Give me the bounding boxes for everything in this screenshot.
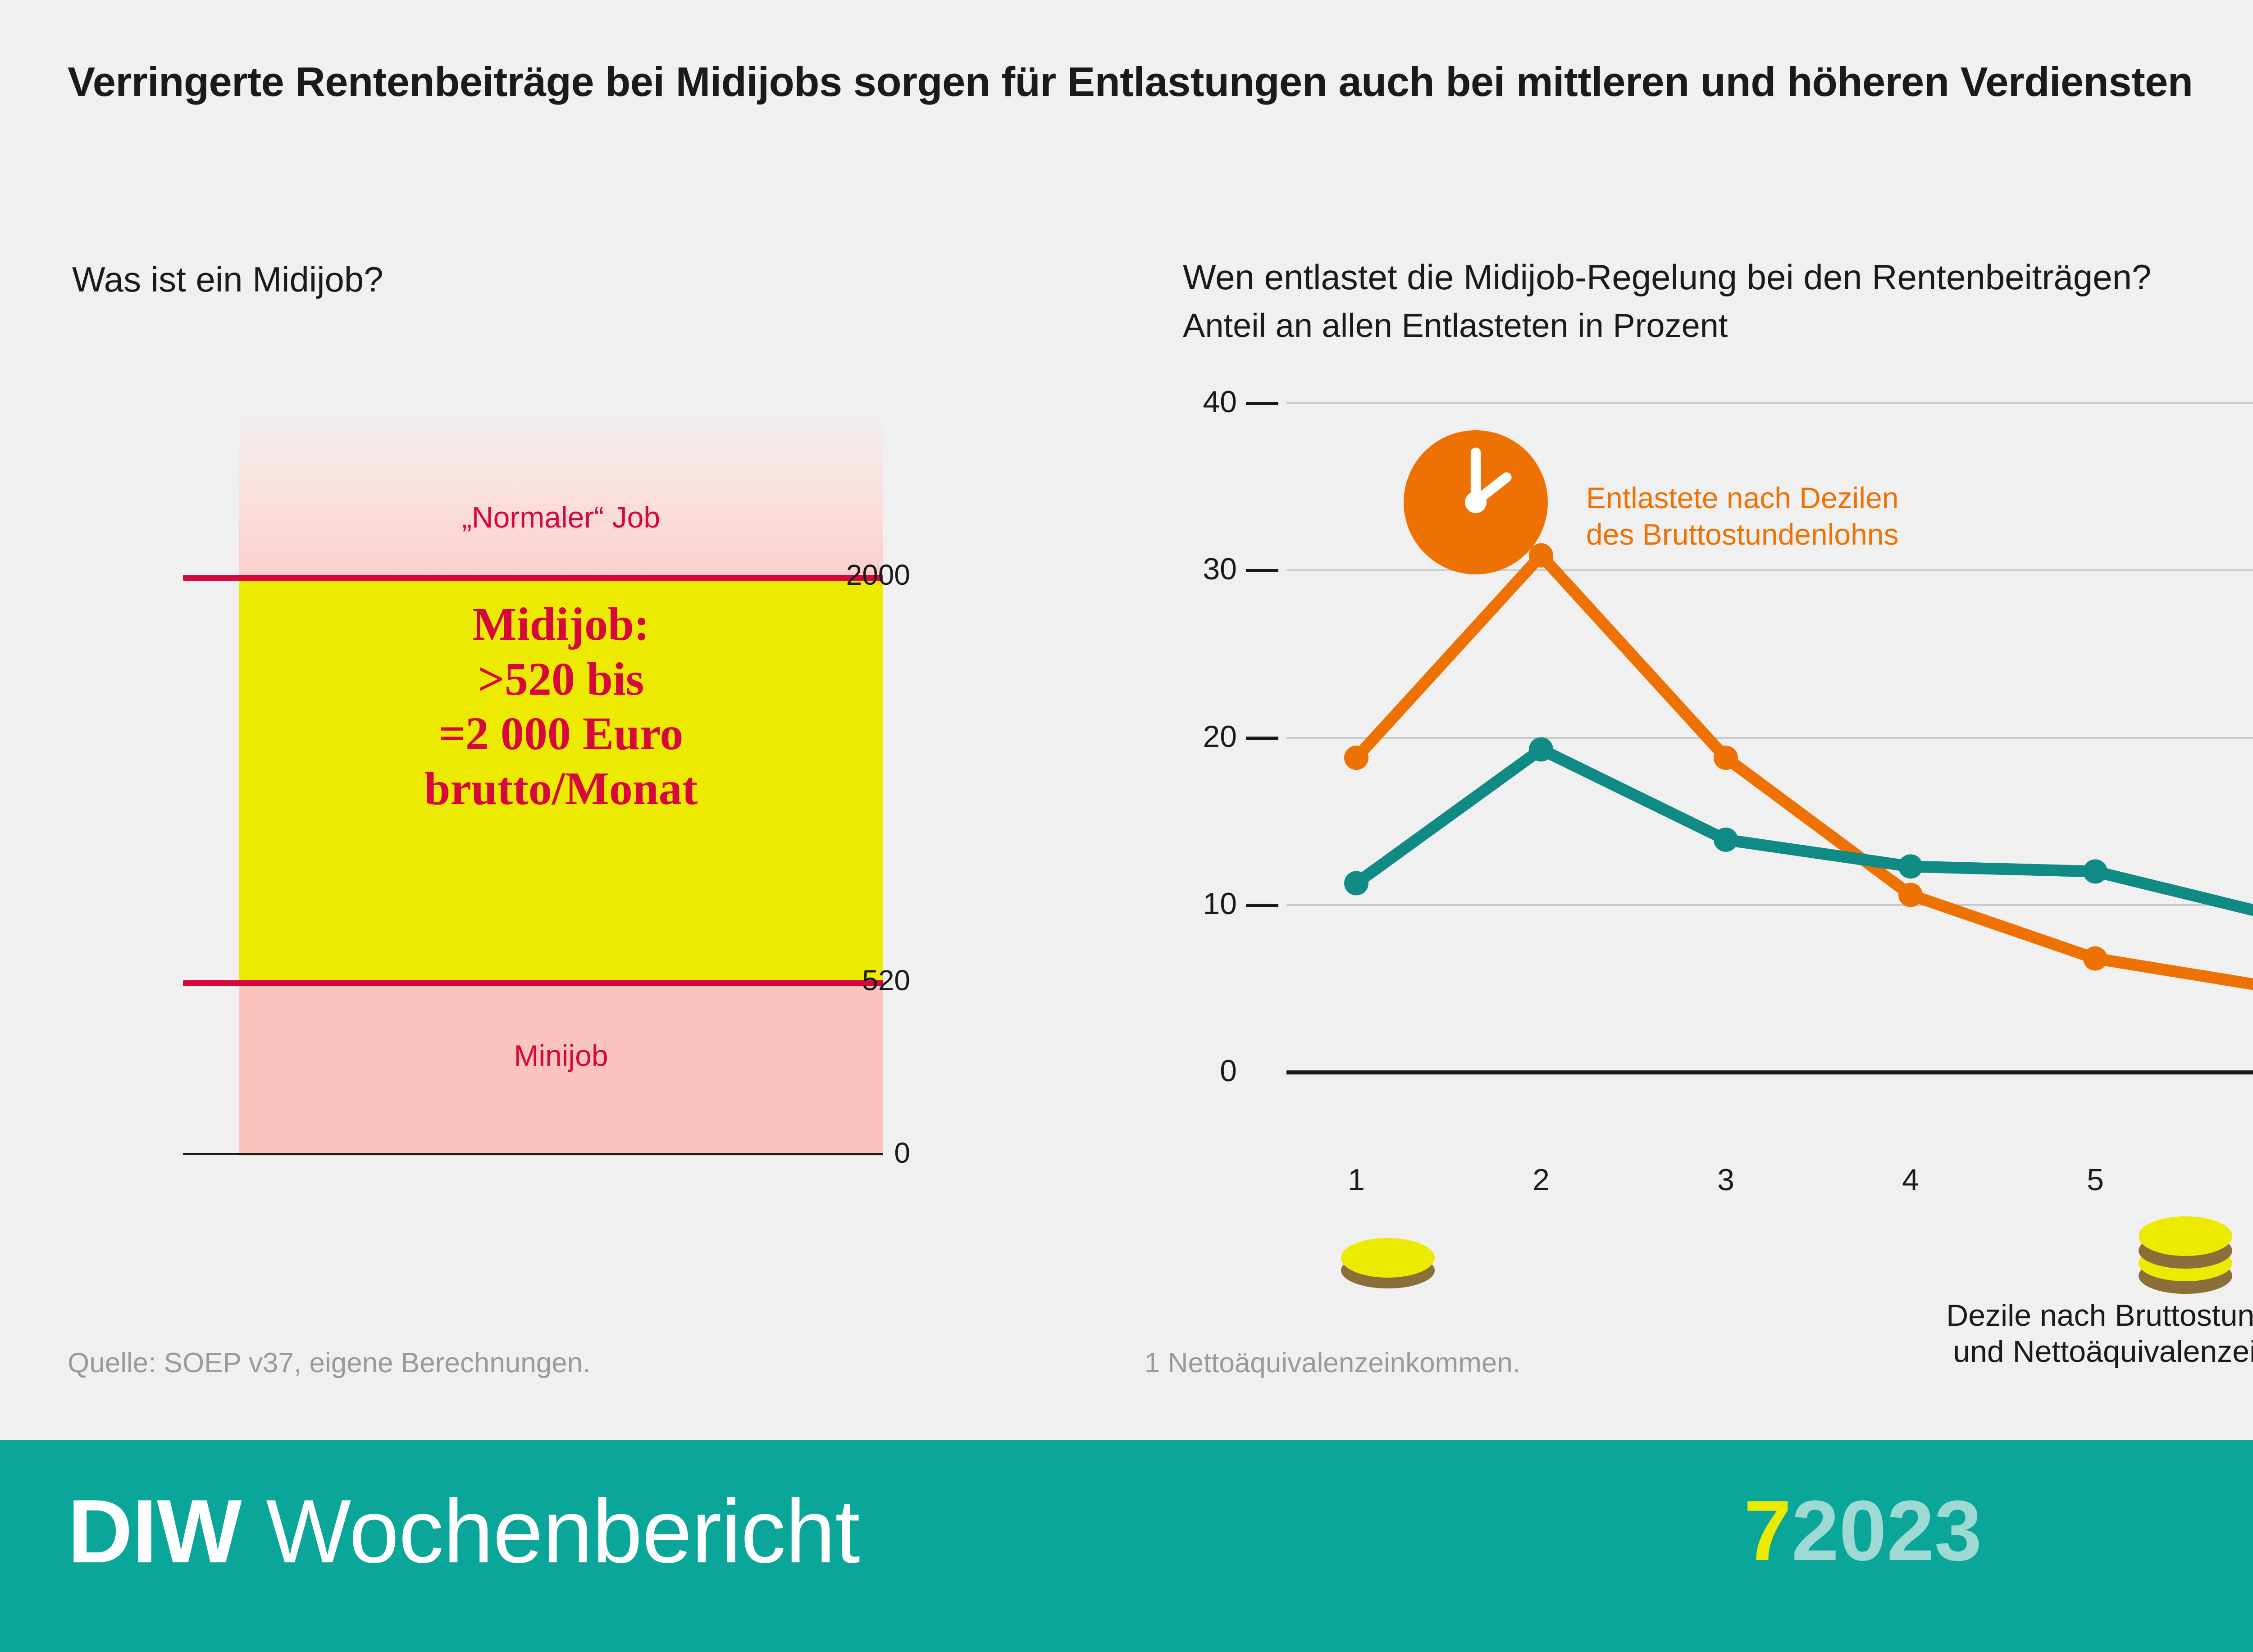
issue-number: 7 (1744, 1483, 1792, 1579)
midijob-line-2: >520 bis (478, 653, 644, 705)
banner-title-light: Wochenbericht (241, 1481, 860, 1582)
series-line (1350, 743, 2253, 916)
midijob-line-4: brutto/Monat (424, 763, 698, 815)
coin-stack-icon (1334, 1225, 1442, 1300)
page-title: Verringerte Rentenbeiträge bei Midijobs … (68, 59, 2193, 105)
chart-series (1344, 737, 2253, 916)
banner-issue: 72023 (1744, 1482, 1982, 1580)
coin-stack-icon (2131, 1198, 2239, 1304)
axis-tick-0: 0 (894, 1137, 910, 1169)
axis-tick-520: 520 (862, 964, 910, 997)
data-point (2083, 946, 2107, 971)
data-point (1529, 737, 1553, 762)
data-point (2083, 859, 2107, 884)
y-axis-label: 20 (1203, 719, 1237, 754)
footnote-1: 1 Nettoäquivalenzeinkommen. (1145, 1347, 1521, 1379)
clock-icon (1404, 430, 1548, 574)
x-axis-caption-line-2: und Nettoäquivalenzeinkommen (1953, 1334, 2253, 1369)
y-axis-tick-mark (1246, 736, 1278, 740)
chart-series (1344, 543, 2253, 990)
y-axis-label: 0 (1220, 1054, 1237, 1088)
y-axis-tick-mark (1246, 402, 1278, 405)
left-panel-title: Was ist ein Midijob? (72, 259, 383, 299)
x-axis-label: 3 (1717, 1163, 1734, 1197)
x-axis-caption: Dezile nach Bruttostundenlöhnen und Nett… (1811, 1297, 2253, 1370)
data-point (1714, 746, 1738, 770)
midijob-diagram: 2000 520 0 „Normaler“ Job Minijob Midijo… (135, 408, 910, 1169)
label-minijob: Minijob (514, 1039, 608, 1072)
gridline (1286, 569, 2253, 572)
data-point (1529, 543, 1553, 568)
band-minijob (239, 983, 883, 1156)
series-layer (1344, 543, 2253, 990)
y-axis-label: 30 (1203, 552, 1237, 587)
data-point (1344, 746, 1368, 770)
banner-title: DIW Wochenbericht (68, 1480, 860, 1584)
x-axis-label: 6 (2248, 1162, 2253, 1197)
baseline-zero (183, 1153, 883, 1155)
gridline (1286, 402, 2253, 404)
bottom-banner: DIW Wochenbericht 72023 DIW BERLIN (0, 1440, 2253, 1652)
chart-subtitle: Anteil an allen Entlasteten in Prozent (1183, 307, 1728, 344)
band-normal-job (239, 408, 883, 578)
source-note: Quelle: SOEP v37, eigene Berechnungen. (68, 1347, 591, 1379)
legend-orange-line-1: Entlastete nach Dezilen (1586, 481, 1899, 514)
x-axis-caption-line-1: Dezile nach Bruttostundenlöhnen (1946, 1298, 2253, 1333)
legend-label-bruttostundenlohn: Entlastete nach Dezilen des Bruttostunde… (1586, 480, 1898, 552)
y-axis-tick-mark (1246, 569, 1278, 573)
band-midijob (239, 578, 883, 983)
banner-title-bold: DIW (68, 1481, 242, 1582)
legend-orange-line-2: des Bruttostundenlohns (1586, 517, 1899, 551)
chart-title: Wen entlastet die Midijob-Regelung bei d… (1183, 257, 2152, 297)
data-point (1714, 827, 1738, 852)
threshold-line-520 (183, 980, 883, 986)
x-axis-label: 5 (2087, 1163, 2104, 1197)
y-axis-label: 40 (1203, 385, 1237, 419)
midijob-line-1: Midijob: (472, 598, 650, 650)
midijob-line-3: =2 000 Euro (438, 708, 684, 760)
label-midijob-definition: Midijob: >520 bis =2 000 Euro brutto/Mon… (239, 597, 883, 816)
threshold-line-2000 (183, 575, 883, 581)
x-axis-label: 4 (1902, 1163, 1919, 1197)
data-point (1898, 883, 1923, 907)
data-point (1344, 871, 1368, 896)
axis-tick-2000: 2000 (846, 559, 910, 591)
x-axis-label: 2 (1532, 1163, 1550, 1197)
y-axis-label: 10 (1203, 886, 1237, 921)
y-axis-tick-mark (1246, 903, 1278, 907)
gridline (1286, 904, 2253, 906)
x-axis-line (1286, 1070, 2253, 1074)
x-axis-label: 1 (1348, 1163, 1365, 1197)
gridline (1286, 737, 2253, 739)
issue-year: 2023 (1791, 1483, 1982, 1579)
data-point (1898, 854, 1923, 879)
label-normal-job: „Normaler“ Job (461, 501, 661, 534)
series-line (1350, 549, 2253, 990)
